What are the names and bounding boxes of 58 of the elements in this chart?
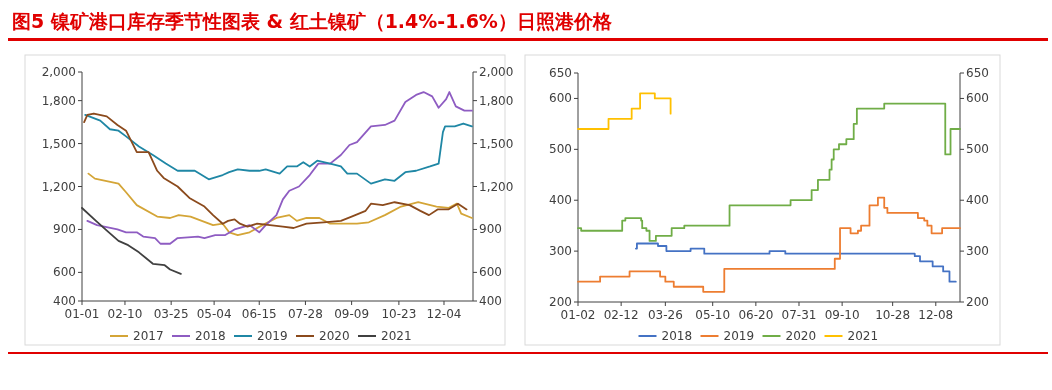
legend-label: 2019	[257, 329, 288, 343]
y2-tick-label: 200	[966, 295, 989, 309]
y2-tick-label: 2,000	[479, 65, 514, 79]
y-tick-label: 2,000	[41, 65, 76, 79]
y2-tick-label: 900	[479, 222, 502, 237]
y-tick-label: 300	[549, 244, 572, 259]
y2-tick-label: 600	[966, 91, 989, 106]
legend-label: 2020	[319, 329, 350, 343]
x-tick-label: 07-31	[781, 308, 817, 322]
x-tick-label: 10-23	[381, 307, 417, 321]
y-tick-label: 1,200	[41, 179, 76, 194]
y2-tick-label: 400	[479, 294, 502, 308]
y-tick-label: 600	[53, 265, 76, 280]
x-tick-label: 06-15	[241, 307, 277, 321]
y2-tick-label: 650	[966, 66, 989, 80]
legend-label: 2021	[847, 329, 879, 343]
x-tick-label: 10-28	[875, 308, 911, 322]
y-tick-label: 900	[53, 222, 76, 237]
line-series	[83, 112, 468, 229]
x-tick-label: 05-10	[695, 308, 731, 322]
x-tick-label: 03-26	[647, 308, 683, 322]
y-tick-label: 650	[549, 66, 572, 80]
legend-label: 2020	[785, 329, 817, 343]
line-series	[87, 172, 473, 237]
y-tick-label: 600	[549, 91, 572, 106]
x-tick-label: 01-01	[64, 307, 100, 321]
y2-tick-label: 400	[966, 193, 989, 208]
x-tick-label: 12-04	[426, 307, 462, 321]
x-tick-label: 06-20	[738, 308, 774, 322]
y-tick-label: 500	[549, 142, 572, 157]
legend-label: 2017	[133, 329, 164, 343]
x-tick-label: 09-09	[334, 307, 370, 321]
x-tick-label: 02-12	[603, 308, 639, 322]
y2-tick-label: 600	[479, 265, 502, 280]
y2-tick-label: 300	[966, 244, 989, 259]
x-tick-label: 01-02	[560, 308, 596, 322]
line-series	[84, 114, 473, 185]
legend-label: 2018	[661, 329, 693, 343]
legend-label: 2018	[195, 329, 226, 343]
y-tick-label: 200	[549, 295, 572, 309]
y2-tick-label: 1,800	[479, 93, 514, 108]
y-tick-label: 400	[53, 294, 76, 308]
chart-title: 图5 镍矿港口库存季节性图表 & 红土镍矿（1.4%-1.6%）日照港价格	[12, 10, 613, 32]
x-tick-label: 03-25	[153, 307, 189, 321]
x-tick-label: 09-10	[824, 308, 860, 322]
x-tick-label: 02-10	[107, 307, 143, 321]
y-tick-label: 1,800	[41, 93, 76, 108]
line-series	[86, 91, 473, 245]
legend-label: 2019	[723, 329, 755, 343]
y2-tick-label: 1,200	[479, 179, 514, 194]
x-tick-label: 05-04	[196, 307, 232, 321]
y2-tick-label: 1,500	[479, 136, 514, 151]
x-tick-label: 07-28	[287, 307, 323, 321]
legend-label: 2021	[381, 329, 412, 343]
y-tick-label: 1,500	[41, 136, 76, 151]
y2-tick-label: 500	[966, 142, 989, 157]
y-tick-label: 400	[549, 193, 572, 208]
x-tick-label: 12-08	[918, 308, 954, 322]
